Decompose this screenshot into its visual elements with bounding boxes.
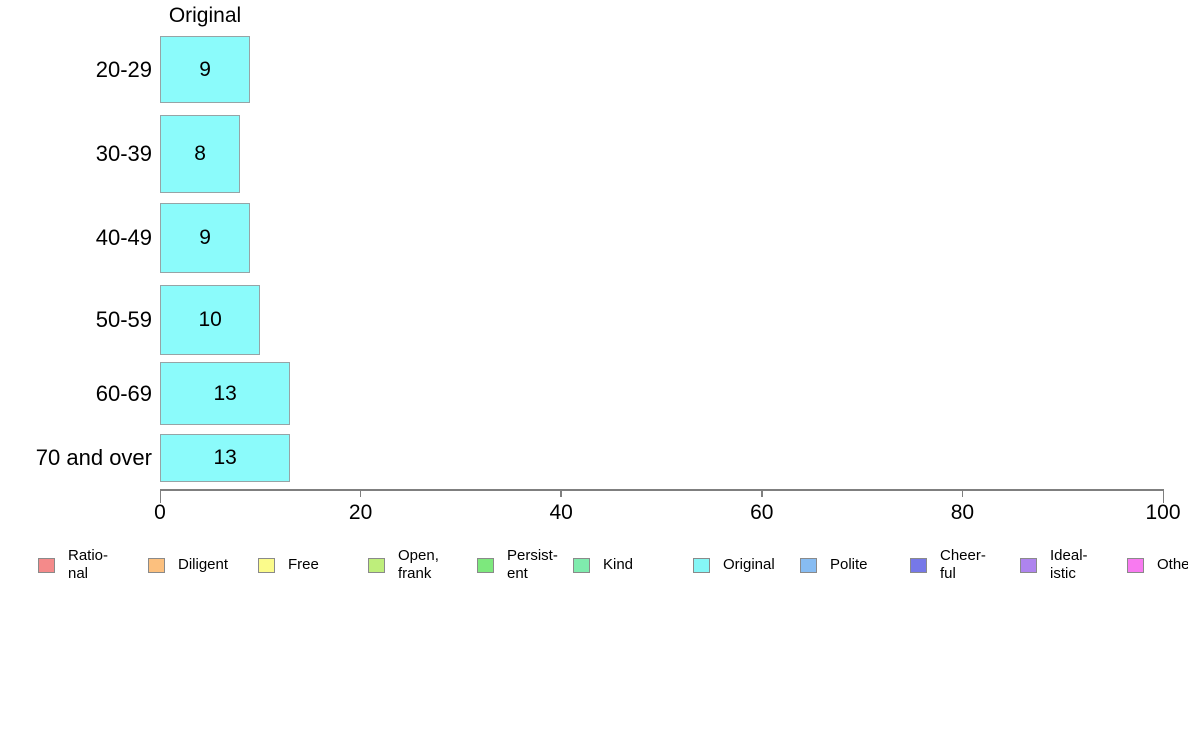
x-tick-label: 0 (154, 501, 166, 524)
chart-row: 30-39 8 (0, 115, 1188, 193)
legend-item-idealistic: Ideal-istic (1020, 544, 1088, 586)
legend-label: Ideal-istic (1050, 546, 1088, 583)
category-label: 20-29 (95, 56, 152, 82)
chart-legend: Ratio-nal Diligent Free Open, frank Persi… (0, 544, 1188, 586)
x-axis-tick (159, 489, 161, 503)
chart-title: Original (168, 4, 242, 27)
bar-value-label: 9 (199, 226, 211, 249)
chart-row: 60-69 13 (0, 362, 1188, 425)
bar: 10 (160, 285, 261, 355)
x-tick-label: 100 (1145, 501, 1181, 524)
x-axis-tick (560, 489, 562, 497)
legend-label: Ratio-nal (68, 546, 109, 583)
legend-label: Cheer-ful (940, 546, 986, 583)
x-axis-tick (359, 489, 362, 497)
bar-value-label: 13 (213, 381, 237, 405)
bar: 8 (160, 115, 241, 193)
x-tick-label: 20 (348, 501, 373, 524)
legend-swatch (258, 557, 275, 573)
x-tick-label: 80 (950, 501, 975, 524)
x-axis-line (160, 489, 1164, 491)
legend-item-persistent: Persist-ent (477, 544, 558, 586)
legend-label: Kind (603, 555, 634, 573)
legend-item-diligent: Diligent (148, 544, 228, 586)
x-axis-tick (761, 489, 763, 497)
legend-label: Free (288, 555, 319, 573)
legend-swatch (693, 557, 710, 573)
legend-swatch (910, 557, 927, 573)
legend-swatch (368, 557, 385, 573)
legend-item-rational: Ratio-nal (38, 544, 108, 586)
legend-item-original: Original (693, 544, 775, 586)
legend-item-kind: Kind (573, 544, 633, 586)
legend-label: Persist-ent (507, 546, 558, 583)
x-axis-tick (1162, 489, 1164, 503)
legend-label: Polite (830, 555, 868, 573)
legend-item-polite: Polite (800, 544, 868, 586)
bar: 13 (160, 362, 291, 425)
category-label: 60-69 (95, 380, 152, 406)
category-label: 40-49 (95, 225, 152, 250)
legend-label: Other (1157, 555, 1188, 573)
legend-swatch (38, 557, 55, 573)
chart-row: 40-49 9 (0, 203, 1188, 273)
bar-value-label: 8 (194, 142, 206, 165)
legend-item-free: Free (258, 544, 319, 586)
bar-value-label: 9 (199, 57, 211, 81)
legend-item-cheerful: Cheer-ful (910, 544, 986, 586)
category-label: 30-39 (95, 141, 152, 166)
category-label: 70 and over (35, 445, 152, 470)
legend-swatch (573, 557, 590, 573)
legend-swatch (1020, 557, 1037, 573)
legend-swatch (1127, 557, 1144, 573)
x-tick-label: 60 (750, 501, 774, 524)
legend-swatch (148, 557, 165, 573)
chart-row: 20-29 9 (0, 36, 1188, 103)
bar-value-label: 13 (213, 446, 237, 469)
legend-label: Open, frank (398, 546, 439, 583)
x-axis-tick (961, 489, 964, 497)
x-tick-label: 40 (549, 501, 573, 524)
bar: 9 (160, 36, 251, 103)
legend-item-other: Other (1127, 544, 1188, 586)
legend-item-open-frank: Open, frank (368, 544, 439, 586)
legend-label: Original (723, 555, 775, 573)
chart-row: 70 and over 13 (0, 434, 1188, 482)
bar-value-label: 10 (198, 308, 222, 331)
bar: 13 (160, 434, 291, 482)
bar: 9 (160, 203, 251, 273)
legend-swatch (477, 557, 494, 573)
category-label: 50-59 (95, 307, 152, 332)
legend-swatch (800, 557, 817, 573)
chart-row: 50-59 10 (0, 285, 1188, 355)
legend-label: Diligent (178, 555, 229, 573)
